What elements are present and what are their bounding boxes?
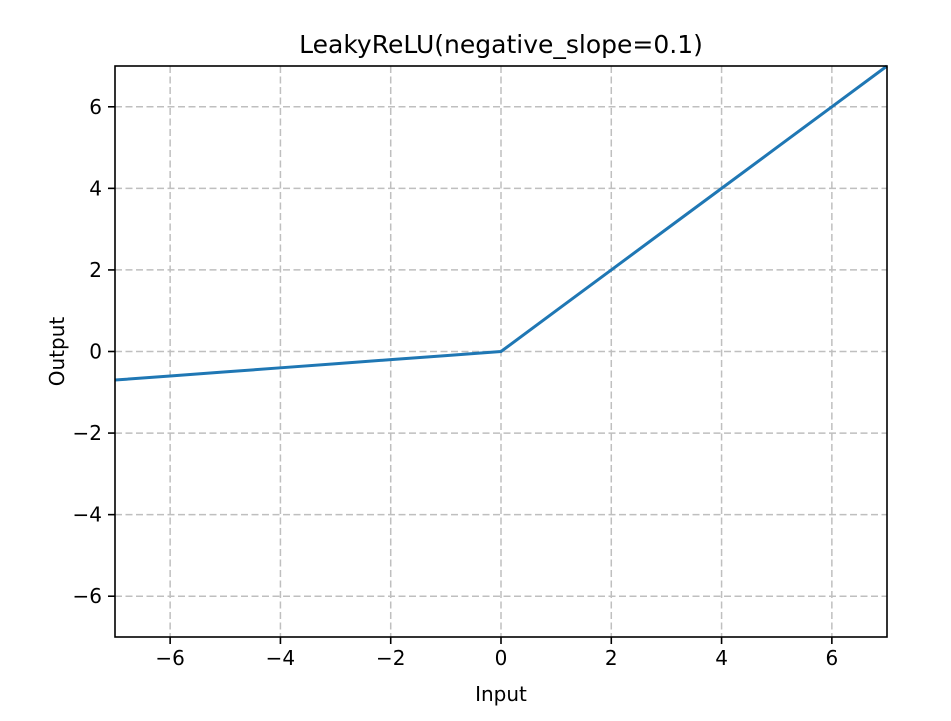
- x-tick-label: 6: [825, 646, 838, 670]
- x-tick-label: 2: [605, 646, 618, 670]
- y-axis-label: Output: [45, 317, 69, 387]
- y-tick-label: 4: [89, 176, 102, 200]
- y-tick-label: 6: [89, 95, 102, 119]
- leakyrelu-line: [114, 64, 888, 382]
- y-tick-labels: −6 −4 −2 0 2 4 6: [73, 95, 102, 608]
- data-series: [114, 64, 888, 382]
- x-tick-label: −6: [155, 646, 184, 670]
- y-tick-label: −4: [73, 503, 102, 527]
- x-tick-label: −2: [376, 646, 405, 670]
- x-tick-labels: −6 −4 −2 0 2 4 6: [155, 646, 838, 670]
- x-axis-ticks: [169, 637, 833, 644]
- x-tick-label: −4: [266, 646, 295, 670]
- y-tick-label: −2: [73, 421, 102, 445]
- y-axis-ticks: [108, 105, 115, 598]
- y-tick-label: −6: [73, 584, 102, 608]
- x-tick-label: 0: [495, 646, 508, 670]
- x-tick-label: 4: [715, 646, 728, 670]
- y-tick-label: 2: [89, 258, 102, 282]
- y-tick-label: 0: [89, 340, 102, 364]
- grid-lines: [115, 66, 887, 637]
- x-axis-label: Input: [475, 682, 527, 706]
- chart-title: LeakyReLU(negative_slope=0.1): [299, 30, 703, 59]
